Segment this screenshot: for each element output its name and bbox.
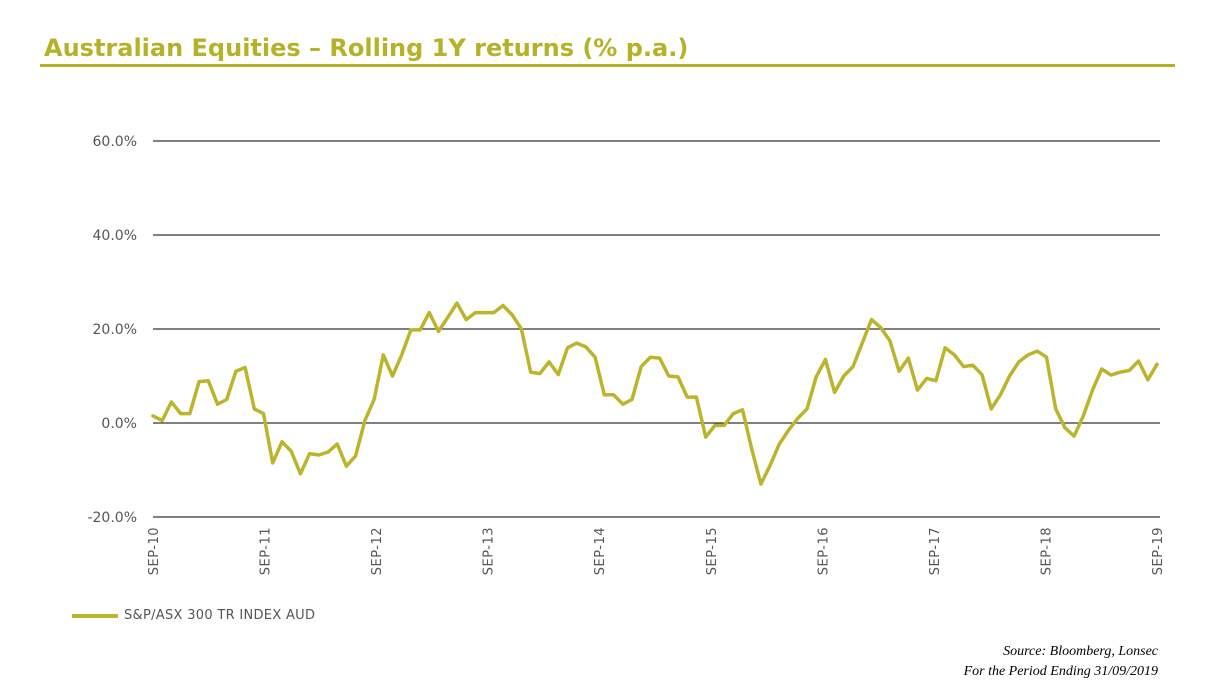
x-tick-label: SEP-11 (259, 527, 274, 575)
legend-swatch (72, 613, 118, 618)
y-tick-label: 0.0% (101, 416, 137, 432)
y-tick-label: 60.0% (93, 134, 137, 150)
x-tick-label: SEP-19 (1151, 527, 1166, 575)
x-tick-label: SEP-10 (147, 527, 162, 575)
chart-title: Australian Equities – Rolling 1Y returns… (44, 34, 689, 62)
source-line: Source: Bloomberg, Lonsec (1003, 644, 1158, 659)
series-line (151, 301, 1159, 486)
legend-label: S&P/ASX 300 TR INDEX AUD (124, 608, 316, 623)
source-note: Source: Bloomberg, Lonsec For the Period… (964, 642, 1158, 682)
y-tick-label: 20.0% (93, 322, 137, 338)
x-axis-labels: SEP-10 SEP-11 SEP-12 SEP-13 SEP-14 SEP-15 SEP-… (147, 527, 1166, 575)
x-tick-label: SEP-18 (1039, 527, 1054, 575)
period-line: For the Period Ending 31/09/2019 (963, 664, 1158, 679)
x-tick-label: SEP-13 (482, 527, 497, 575)
legend: S&P/ASX 300 TR INDEX AUD (72, 608, 315, 623)
x-tick-label: SEP-14 (593, 527, 608, 575)
gridlines (153, 140, 1160, 518)
line-chart: -20.0%0.0%20.0%40.0%60.0% SEP-10 SEP-11 SE… (87, 134, 1166, 575)
y-axis-labels: -20.0% 0.0% 20.0% 40.0% 60.0% (87, 134, 137, 526)
y-tick-label: 40.0% (93, 228, 137, 244)
y-tick-label: -20.0% (87, 510, 137, 526)
x-tick-label: SEP-12 (370, 527, 385, 575)
title-underline (40, 64, 1175, 67)
x-tick-label: SEP-15 (705, 527, 720, 575)
series-layer (151, 301, 1159, 486)
x-tick-label: SEP-16 (816, 527, 831, 575)
x-tick-label: SEP-17 (928, 527, 943, 575)
